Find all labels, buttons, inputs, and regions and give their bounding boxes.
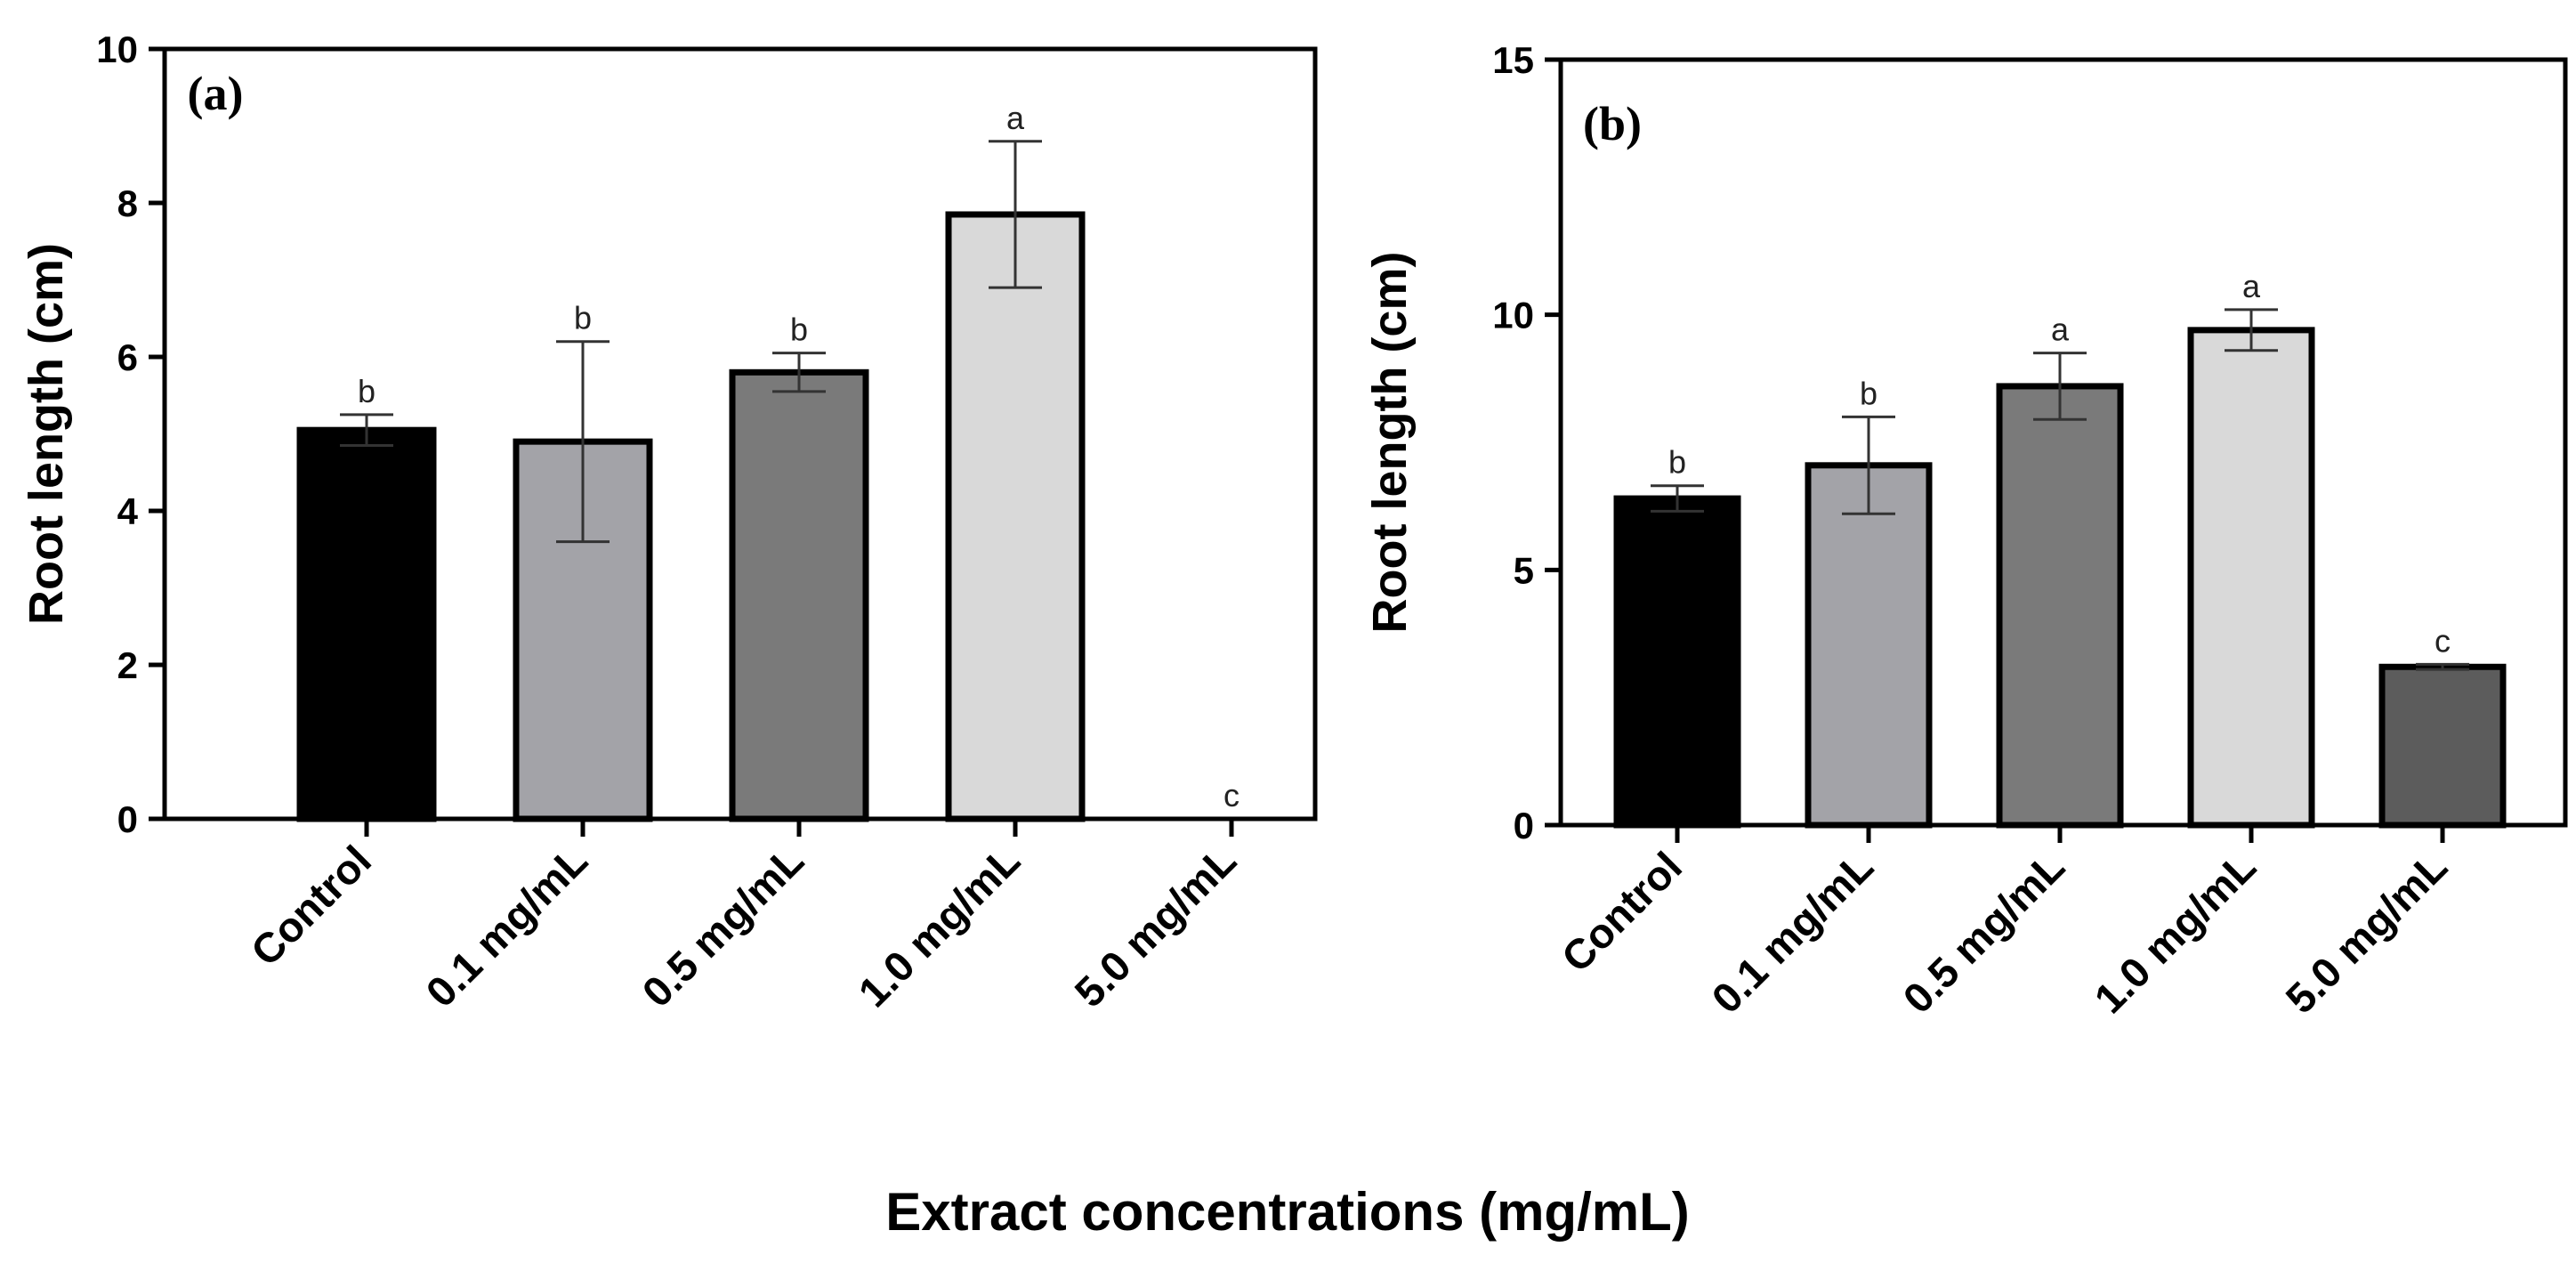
y-tick-label-a-0: 0	[117, 798, 138, 840]
x-tick-label-b-3: 1.0 mg/mL	[2085, 843, 2265, 1023]
y-tick-label-a-2: 4	[117, 490, 139, 532]
bar-b-3	[2187, 327, 2315, 829]
x-tick-label-a-1: 0.1 mg/mL	[416, 837, 596, 1016]
significance-letter-b-3: a	[2242, 268, 2261, 304]
x-tick-label-a-0: Control	[241, 837, 380, 976]
significance-letter-b-1: b	[1860, 375, 1877, 411]
y-axis-title-b: Root length (cm)	[1363, 252, 1417, 634]
y-axis-title-a: Root length (cm)	[20, 243, 73, 625]
significance-letter-a-1: b	[574, 300, 592, 336]
y-tick-label-b-1: 5	[1514, 549, 1534, 591]
y-tick-label-a-5: 10	[96, 28, 138, 70]
y-tick-label-b-3: 15	[1492, 39, 1534, 81]
bar-b-0	[1613, 495, 1741, 829]
bar-a-0	[296, 426, 437, 822]
significance-letter-b-4: c	[2435, 622, 2451, 659]
bar-b-2	[1996, 383, 2124, 829]
x-tick-label-a-3: 1.0 mg/mL	[849, 837, 1029, 1016]
significance-letter-b-0: b	[1668, 444, 1686, 481]
x-tick-label-a-4: 5.0 mg/mL	[1065, 837, 1245, 1016]
significance-letter-a-0: b	[358, 373, 375, 409]
significance-letter-a-4: c	[1223, 777, 1240, 814]
x-tick-label-b-2: 0.5 mg/mL	[1894, 843, 2073, 1023]
x-tick-label-b-4: 5.0 mg/mL	[2276, 843, 2456, 1023]
bar-a-3	[945, 211, 1086, 822]
y-tick-label-a-1: 2	[117, 644, 138, 686]
panel-label-a: (a)	[188, 67, 244, 120]
bar-b-1	[1805, 462, 1933, 829]
y-tick-label-a-4: 8	[117, 182, 138, 224]
x-tick-label-a-2: 0.5 mg/mL	[633, 837, 812, 1016]
x-tick-label-b-1: 0.1 mg/mL	[1702, 843, 1882, 1023]
chart-panel-b: 0 5 10 15 Root length (cm) (b) b Control b 0.1 mg…	[1363, 39, 2568, 1023]
y-tick-label-a-3: 6	[117, 336, 138, 378]
x-tick-label-b-0: Control	[1552, 843, 1691, 982]
y-tick-label-b-0: 0	[1514, 805, 1534, 846]
significance-letter-a-2: b	[790, 312, 808, 348]
significance-letter-a-3: a	[1006, 100, 1025, 136]
chart-panel-a: 0 2 4 6 8 10 Root length (cm) (a) b Control b 0.1 m…	[20, 28, 1318, 1016]
x-axis-title: Extract concentrations (mg/mL)	[885, 1182, 1690, 1242]
panel-label-b: (b)	[1583, 97, 1642, 150]
bar-a-2	[729, 368, 869, 822]
y-tick-label-b-2: 10	[1492, 295, 1534, 336]
significance-letter-b-2: a	[2051, 312, 2070, 348]
bar-b-4	[2378, 663, 2507, 829]
